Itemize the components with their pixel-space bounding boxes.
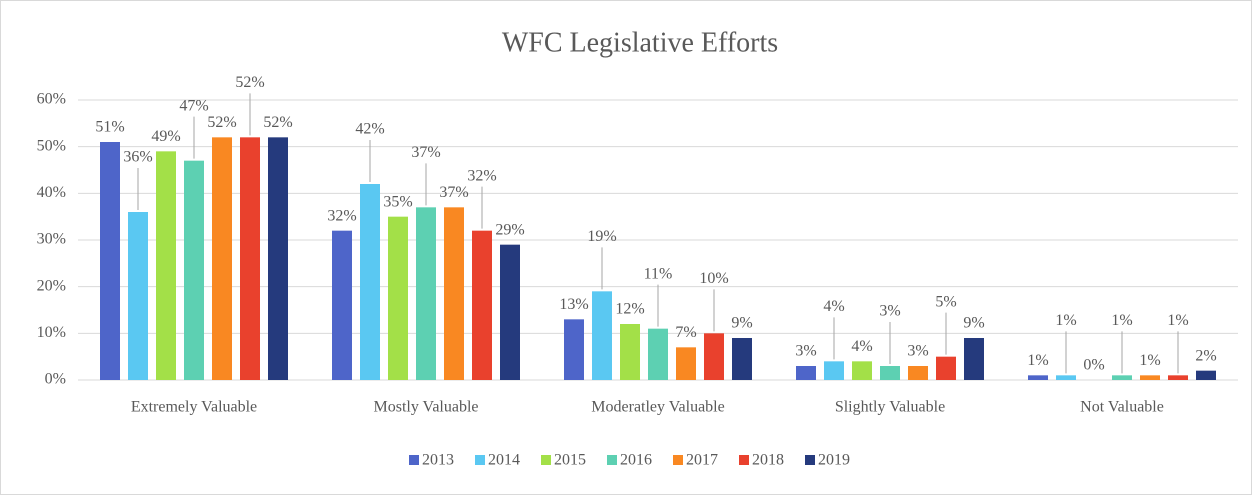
legend-label: 2019 <box>818 452 850 469</box>
legend-label: 2016 <box>620 452 652 469</box>
legend-label: 2015 <box>554 452 586 469</box>
legend-swatch <box>409 455 419 465</box>
x-tick-label: Moderatley Valuable <box>591 399 724 416</box>
bar <box>500 244 520 380</box>
bar <box>704 333 724 380</box>
legend-label: 2013 <box>422 452 454 469</box>
data-label: 1% <box>1167 312 1188 329</box>
bar <box>100 142 120 380</box>
data-label: 1% <box>1027 352 1048 369</box>
bar <box>472 230 492 380</box>
bar <box>880 366 900 380</box>
legend-label: 2014 <box>488 452 520 469</box>
chart-title: WFC Legislative Efforts <box>502 27 778 58</box>
data-label: 52% <box>263 114 292 131</box>
data-label: 4% <box>851 338 872 355</box>
bar <box>964 338 984 380</box>
x-tick-label: Extremely Valuable <box>131 399 257 416</box>
bar <box>824 361 844 380</box>
bar <box>648 328 668 380</box>
bar <box>184 160 204 380</box>
x-tick-label: Mostly Valuable <box>373 399 478 416</box>
y-tick-label: 60% <box>37 91 66 108</box>
data-label: 35% <box>383 193 412 210</box>
data-label: 47% <box>179 97 208 114</box>
data-label: 37% <box>411 144 440 161</box>
data-label: 51% <box>95 119 124 136</box>
bar <box>1196 370 1216 380</box>
data-label: 3% <box>795 343 816 360</box>
legend-label: 2017 <box>686 452 718 469</box>
bar <box>212 137 232 380</box>
data-label: 3% <box>907 343 928 360</box>
data-label: 49% <box>151 128 180 145</box>
bar <box>416 207 436 380</box>
bar <box>332 230 352 380</box>
y-tick-label: 0% <box>45 371 66 388</box>
legend-label: 2018 <box>752 452 784 469</box>
data-label: 11% <box>644 265 673 282</box>
bar <box>1056 375 1076 380</box>
data-label: 13% <box>559 296 588 313</box>
data-label: 52% <box>235 74 264 91</box>
bar <box>796 366 816 380</box>
bar <box>732 338 752 380</box>
bar <box>1112 375 1132 380</box>
data-label: 32% <box>467 167 496 184</box>
bar <box>268 137 288 380</box>
bar <box>564 319 584 380</box>
x-tick-label: Not Valuable <box>1080 399 1164 416</box>
legend-swatch <box>673 455 683 465</box>
bar <box>128 212 148 380</box>
bar <box>360 184 380 380</box>
data-label: 3% <box>879 303 900 320</box>
data-label: 32% <box>327 207 356 224</box>
data-label: 42% <box>355 121 384 138</box>
bar <box>388 216 408 380</box>
data-label: 10% <box>699 270 728 287</box>
y-tick-label: 40% <box>37 184 66 201</box>
data-label: 2% <box>1195 347 1216 364</box>
bar <box>444 207 464 380</box>
bar <box>592 291 612 380</box>
bar <box>1168 375 1188 380</box>
data-label: 37% <box>439 184 468 201</box>
data-label: 36% <box>123 149 152 166</box>
bar <box>1140 375 1160 380</box>
bar <box>1028 375 1048 380</box>
bar <box>620 324 640 380</box>
data-label: 19% <box>587 228 616 245</box>
legend-swatch <box>805 455 815 465</box>
y-tick-label: 30% <box>37 231 66 248</box>
data-label: 0% <box>1083 357 1104 374</box>
data-label: 29% <box>495 221 524 238</box>
y-tick-label: 50% <box>37 137 66 154</box>
data-label: 9% <box>731 315 752 332</box>
bar <box>240 137 260 380</box>
legend-swatch <box>739 455 749 465</box>
bar <box>676 347 696 380</box>
data-label: 9% <box>963 315 984 332</box>
x-tick-label: Slightly Valuable <box>835 399 945 416</box>
data-label: 4% <box>823 298 844 315</box>
legend-swatch <box>541 455 551 465</box>
y-tick-label: 10% <box>37 324 66 341</box>
data-label: 1% <box>1111 312 1132 329</box>
bar <box>852 361 872 380</box>
legend-swatch <box>607 455 617 465</box>
data-label: 1% <box>1139 352 1160 369</box>
data-label: 5% <box>935 293 956 310</box>
bar <box>908 366 928 380</box>
data-label: 7% <box>675 324 696 341</box>
y-tick-label: 20% <box>37 277 66 294</box>
bar <box>936 356 956 380</box>
legend-swatch <box>475 455 485 465</box>
bar <box>156 151 176 380</box>
data-label: 12% <box>615 301 644 318</box>
data-label: 52% <box>207 114 236 131</box>
data-label: 1% <box>1055 312 1076 329</box>
